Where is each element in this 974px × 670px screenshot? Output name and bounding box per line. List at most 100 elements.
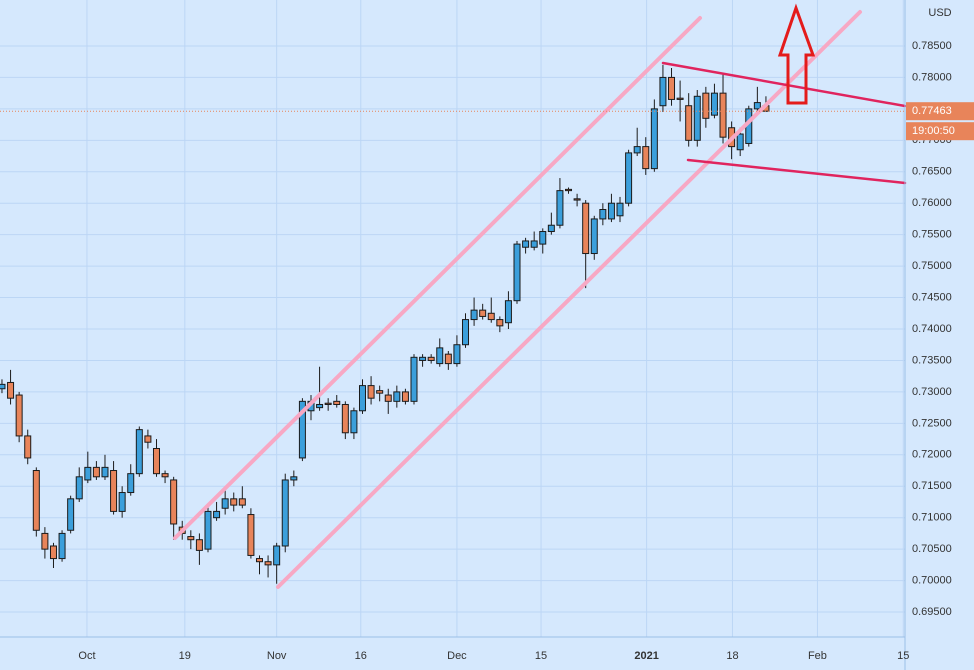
candle-body <box>152 448 160 475</box>
candle-body <box>642 146 650 170</box>
candle-body <box>487 312 495 321</box>
grid <box>0 0 905 637</box>
candle-body <box>67 498 75 531</box>
candle-body <box>401 391 409 402</box>
candle-body <box>590 218 598 255</box>
candle-body <box>513 243 521 302</box>
candle-body <box>187 536 195 541</box>
candle-body <box>7 381 15 399</box>
candle-body <box>204 510 212 550</box>
candle-body <box>49 545 57 560</box>
wedge-lower <box>686 158 907 185</box>
candle-body <box>522 240 530 248</box>
candles <box>0 64 770 584</box>
axes: 0.69500 0.70000 0.70500 0.71000 0.71500 0.720… <box>0 40 974 662</box>
candle-body <box>582 202 590 255</box>
countdown-label: 19:00:50 <box>912 125 955 137</box>
y-tick-label: 0.70000 <box>912 574 952 586</box>
x-tick-label: Nov <box>267 650 287 662</box>
candle-body <box>32 470 40 531</box>
countdown-box <box>906 122 974 141</box>
candle-body <box>127 473 135 494</box>
wedge-upper <box>661 61 907 108</box>
candle-body <box>144 435 152 443</box>
candle-body <box>213 510 221 519</box>
candle-body <box>118 492 126 512</box>
y-tick-label: 0.74000 <box>912 323 952 335</box>
candle-body <box>75 476 83 500</box>
candle-body <box>195 539 203 551</box>
candle-body <box>341 403 349 434</box>
candle-body <box>358 385 366 412</box>
y-tick-label: 0.69500 <box>912 606 952 618</box>
x-tick-label: Feb <box>808 650 827 662</box>
candle-body <box>607 202 615 220</box>
candle-body <box>736 133 744 151</box>
last-price-label: 0.77463 <box>912 105 952 117</box>
candle-body <box>290 476 298 481</box>
y-tick-label: 0.74500 <box>912 291 952 303</box>
candle-body <box>247 514 255 556</box>
candle-body <box>264 561 272 566</box>
candle-body <box>573 198 581 201</box>
x-tick-label: 15 <box>897 650 909 662</box>
candle-body <box>255 558 263 563</box>
x-tick-label: 2021 <box>634 650 658 662</box>
candle-body <box>633 146 641 154</box>
candle-body <box>393 391 401 402</box>
candle-body <box>710 92 718 116</box>
candle-body <box>685 105 693 141</box>
candle-body <box>693 95 701 141</box>
candle-body <box>384 394 392 402</box>
y-tick-label: 0.72500 <box>912 417 952 429</box>
candle-body <box>376 390 384 394</box>
candle-body <box>616 202 624 217</box>
candle-body <box>333 400 341 405</box>
candle-body <box>676 97 684 100</box>
candle-body <box>650 108 658 170</box>
candle-body <box>135 429 143 475</box>
candle-body <box>470 309 478 321</box>
candle-body <box>453 344 461 365</box>
candle-body <box>281 479 289 547</box>
candle-body <box>565 188 573 192</box>
candle-body <box>84 466 92 481</box>
candle-body <box>504 300 512 324</box>
candle-body <box>324 402 332 405</box>
last-price-box <box>906 102 974 121</box>
candle-body <box>719 92 727 138</box>
candle-body <box>530 240 538 248</box>
y-tick-label: 0.73500 <box>912 354 952 366</box>
candle-body <box>462 319 470 346</box>
candle-body <box>298 400 306 459</box>
channel-upper <box>173 16 702 540</box>
x-tick-label: 15 <box>535 650 547 662</box>
candle-body <box>599 209 607 220</box>
candle-body <box>24 435 32 459</box>
candle-body <box>101 466 109 478</box>
candle-body <box>753 102 761 110</box>
y-tick-label: 0.75500 <box>912 229 952 241</box>
y-tick-label: 0.72000 <box>912 449 952 461</box>
candle-body <box>350 410 358 434</box>
y-tick-label: 0.78000 <box>912 71 952 83</box>
y-tick-label: 0.76000 <box>912 197 952 209</box>
candle-body <box>230 498 238 506</box>
candle-body <box>15 394 23 437</box>
candle-body <box>625 152 633 204</box>
candle-body <box>58 532 66 560</box>
candle-body <box>316 403 324 409</box>
candle-body <box>41 532 49 550</box>
candle-body <box>110 470 118 512</box>
y-tick-label: 0.75000 <box>912 260 952 272</box>
candle-body <box>0 383 6 390</box>
candle-body <box>238 498 246 506</box>
candle-body <box>273 545 281 566</box>
candle-body <box>92 466 100 478</box>
candle-body <box>427 356 435 361</box>
arrow-up <box>777 3 816 105</box>
candle-body <box>556 190 564 226</box>
y-tick-label: 0.71500 <box>912 480 952 492</box>
candle-body <box>161 473 169 478</box>
